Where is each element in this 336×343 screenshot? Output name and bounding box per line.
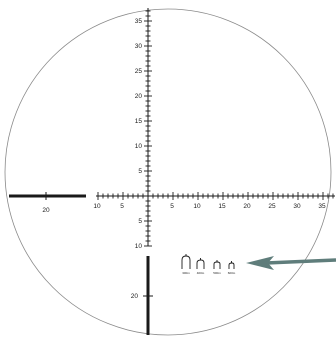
h-label-left-10: 10 <box>93 203 101 210</box>
v-label-up-5: 5 <box>138 168 142 175</box>
h-label-right-35: 35 <box>318 203 326 210</box>
h-label-right-10: 10 <box>193 203 201 210</box>
rangefinder-label-400m: 400m <box>197 271 205 275</box>
h-label-left-5: 5 <box>120 203 124 210</box>
left-post-label: 20 <box>42 207 50 214</box>
h-label-right-5: 5 <box>170 203 174 210</box>
h-label-right-25: 25 <box>268 203 276 210</box>
bottom-post-label: 20 <box>131 293 139 300</box>
rangefinder-label-300m: 300m <box>182 271 190 275</box>
tick-marks <box>97 10 334 247</box>
v-label-up-10: 10 <box>135 143 143 150</box>
v-label-down-5: 5 <box>138 218 142 225</box>
rangefinder-bracket-300m: 300m <box>181 254 191 275</box>
rangefinder-label-500m: 500m <box>213 271 221 275</box>
h-label-right-20: 20 <box>243 203 251 210</box>
rangefinder-bracket-500m: 500m <box>213 260 221 275</box>
h-label-right-30: 30 <box>293 203 301 210</box>
h-label-right-15: 15 <box>218 203 226 210</box>
v-label-up-15: 15 <box>135 118 143 125</box>
rangefinder-bracket-400m: 400m <box>196 258 205 275</box>
v-label-up-20: 20 <box>135 93 143 100</box>
v-label-up-25: 25 <box>135 68 143 75</box>
v-label-down-10: 10 <box>135 243 143 250</box>
arrow-left-icon <box>246 256 336 270</box>
rangefinder-label-600m: 600m <box>228 271 236 275</box>
rangefinder-bracket-600m: 600m <box>228 261 236 275</box>
v-label-up-30: 30 <box>135 43 143 50</box>
v-label-up-35: 35 <box>135 18 143 25</box>
scope-ring <box>4 8 332 336</box>
